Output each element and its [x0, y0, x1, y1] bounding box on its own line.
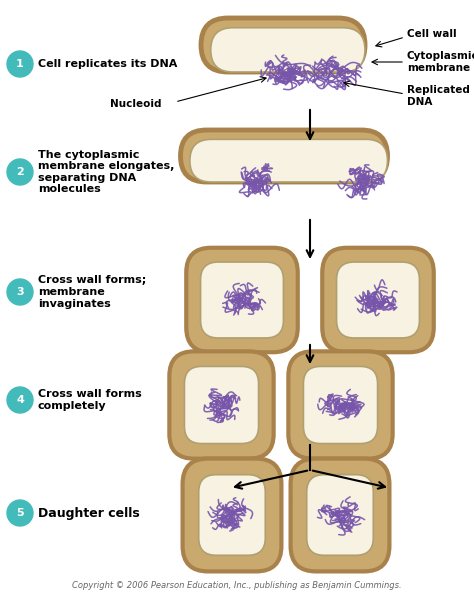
- Circle shape: [7, 279, 33, 305]
- FancyBboxPatch shape: [303, 367, 378, 444]
- Text: Cell wall: Cell wall: [407, 29, 456, 39]
- FancyBboxPatch shape: [169, 352, 273, 459]
- Text: Daughter cells: Daughter cells: [38, 507, 140, 520]
- Text: Cell replicates its DNA: Cell replicates its DNA: [38, 59, 177, 69]
- Text: 3: 3: [16, 287, 24, 297]
- FancyBboxPatch shape: [186, 248, 298, 352]
- FancyBboxPatch shape: [201, 262, 283, 338]
- Circle shape: [7, 159, 33, 185]
- Ellipse shape: [301, 263, 319, 337]
- Text: 2: 2: [16, 167, 24, 177]
- FancyBboxPatch shape: [182, 459, 282, 572]
- Text: 4: 4: [16, 395, 24, 405]
- FancyBboxPatch shape: [201, 18, 365, 72]
- FancyBboxPatch shape: [199, 475, 265, 556]
- FancyBboxPatch shape: [190, 139, 388, 182]
- Text: The cytoplasmic
membrane elongates,
separating DNA
molecules: The cytoplasmic membrane elongates, sepa…: [38, 150, 174, 194]
- FancyBboxPatch shape: [211, 28, 365, 72]
- Text: Cross wall forms;
membrane
invaginates: Cross wall forms; membrane invaginates: [38, 276, 146, 309]
- FancyBboxPatch shape: [181, 130, 388, 182]
- Text: Copyright © 2006 Pearson Education, Inc., publishing as Benjamin Cummings.: Copyright © 2006 Pearson Education, Inc.…: [72, 581, 402, 590]
- FancyBboxPatch shape: [322, 248, 434, 352]
- Text: Cross wall forms
completely: Cross wall forms completely: [38, 389, 142, 411]
- Circle shape: [7, 387, 33, 413]
- FancyBboxPatch shape: [307, 475, 374, 556]
- Circle shape: [7, 500, 33, 526]
- Text: 1: 1: [16, 59, 24, 69]
- Circle shape: [7, 51, 33, 77]
- FancyBboxPatch shape: [337, 262, 419, 338]
- Text: 5: 5: [16, 508, 24, 518]
- FancyBboxPatch shape: [288, 352, 392, 459]
- Text: Nucleoid: Nucleoid: [110, 99, 162, 109]
- FancyBboxPatch shape: [291, 459, 390, 572]
- FancyBboxPatch shape: [184, 367, 259, 444]
- Text: Replicated
DNA: Replicated DNA: [407, 85, 470, 107]
- Text: Cytoplasmic
membrane: Cytoplasmic membrane: [407, 51, 474, 73]
